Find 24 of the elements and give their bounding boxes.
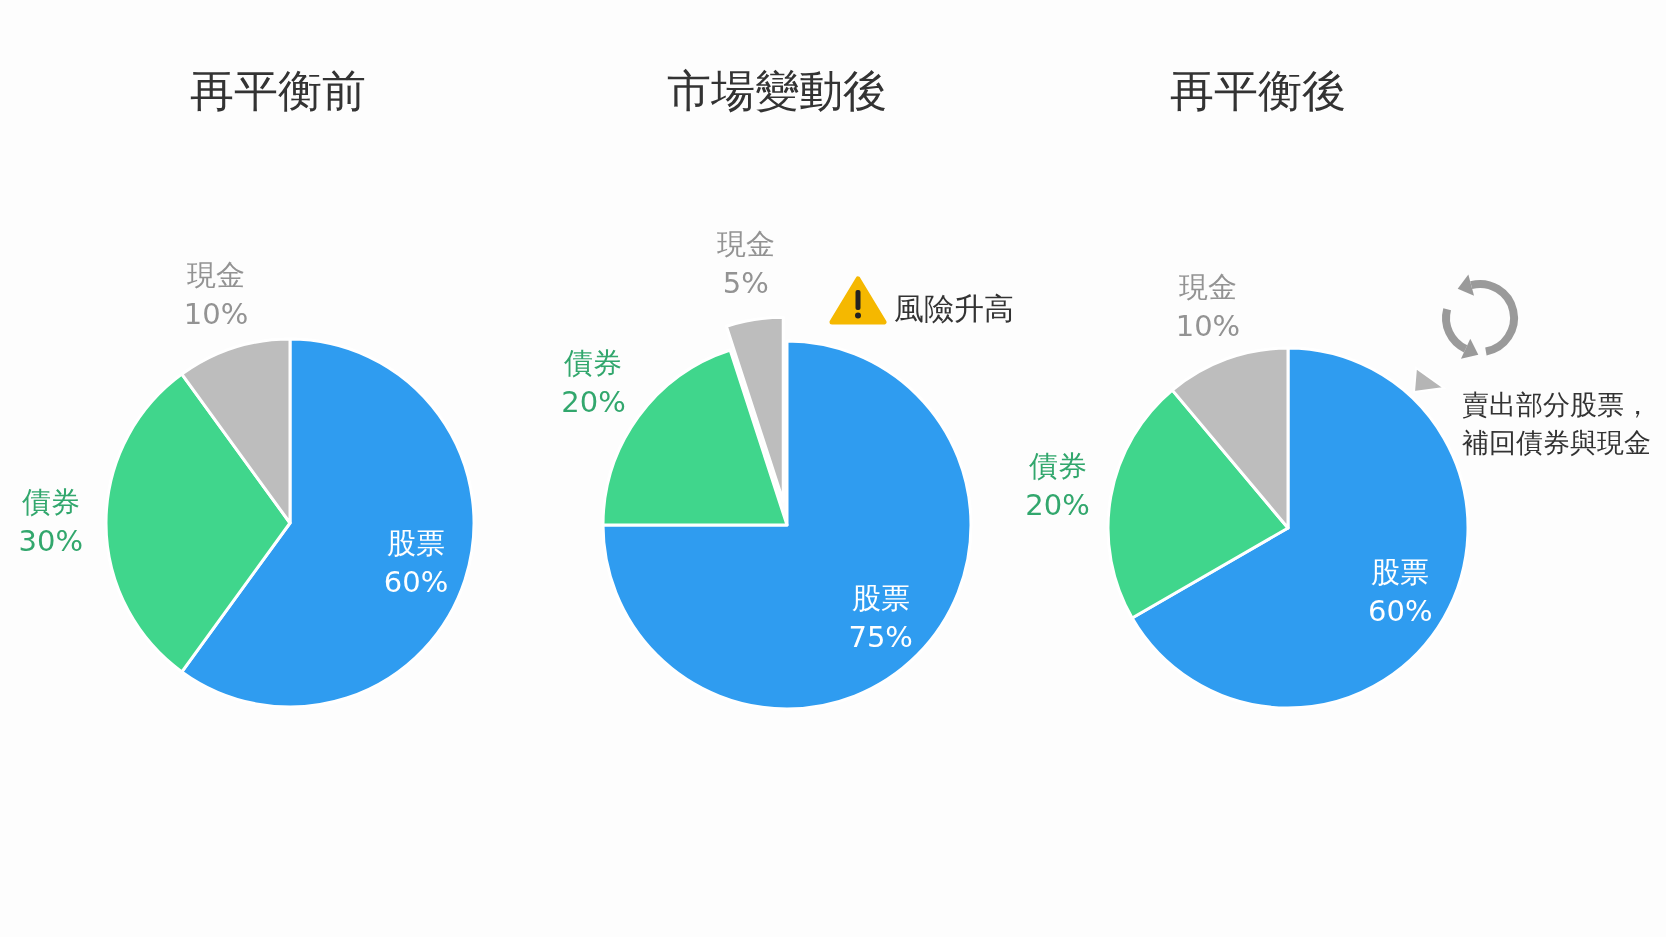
data-label: 60%: [1368, 593, 1433, 628]
chart-title: 再平衡後: [1170, 65, 1346, 116]
slice-label: 股票: [1371, 554, 1430, 589]
slice-label: 股票: [387, 525, 445, 560]
slice-label: 債券: [21, 485, 80, 519]
slice-label: 現金: [1178, 270, 1237, 305]
slice-label: 債券: [564, 346, 623, 381]
slice-label: 現金: [187, 257, 246, 292]
chart-title: 市場變動後: [667, 65, 887, 116]
text: 賣出部分股票，: [1462, 388, 1651, 420]
slice-label: 股票: [851, 580, 910, 615]
data-label: 10%: [183, 296, 249, 331]
data-label: 60%: [383, 564, 449, 599]
text: 風險升高: [894, 290, 1014, 326]
text: 補回債券與現金: [1462, 426, 1651, 458]
data-label: 10%: [1175, 309, 1241, 344]
slice-label: 債券: [1028, 449, 1087, 484]
chart-title: 再平衡前: [190, 65, 366, 116]
data-label: 30%: [18, 524, 84, 558]
slice-label: 現金: [716, 227, 775, 262]
data-label: 5%: [722, 266, 769, 301]
data-label: 75%: [848, 619, 913, 654]
data-label: 20%: [561, 385, 626, 420]
data-label: 20%: [1025, 488, 1090, 523]
